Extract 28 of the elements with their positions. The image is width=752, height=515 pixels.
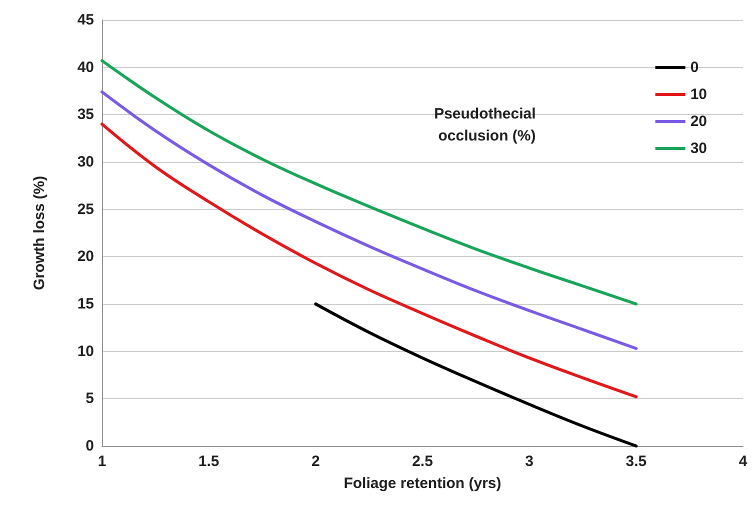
y-tick-label: 5 (86, 390, 94, 408)
x-axis-title: Foliage retention (yrs) (344, 475, 502, 492)
legend-title: Pseudothecial occlusion (%) (434, 106, 540, 144)
legend-label: 30 (690, 140, 708, 157)
x-tick-label: 3 (525, 453, 534, 470)
x-tick-label: 3.5 (626, 453, 647, 470)
legend-label: 10 (690, 86, 708, 103)
line-series (100, 90, 638, 350)
x-tick-label: 2 (311, 453, 320, 470)
legend-label: 0 (690, 59, 699, 76)
x-tick-label: 2.5 (412, 453, 433, 470)
y-tick-label: 45 (77, 12, 94, 28)
x-tick-label: 4 (738, 453, 748, 470)
y-tick-label: 30 (77, 154, 94, 170)
y-tick-label: 25 (77, 200, 94, 218)
y-tick-label: 10 (77, 342, 94, 360)
y-axis-title: Growth loss (%) (31, 176, 48, 290)
line-series (314, 302, 638, 448)
y-tick-label: 35 (77, 106, 94, 124)
x-tick-label: 1 (98, 453, 106, 470)
line-series (100, 59, 638, 306)
x-tick-label: 1.5 (198, 453, 220, 470)
legend-label: 20 (690, 113, 708, 130)
y-tick-label: 20 (77, 248, 94, 266)
y-tick-label: 15 (77, 296, 94, 312)
line-series (100, 122, 638, 398)
y-tick-label: 0 (86, 438, 94, 454)
y-tick-label: 40 (77, 58, 94, 76)
